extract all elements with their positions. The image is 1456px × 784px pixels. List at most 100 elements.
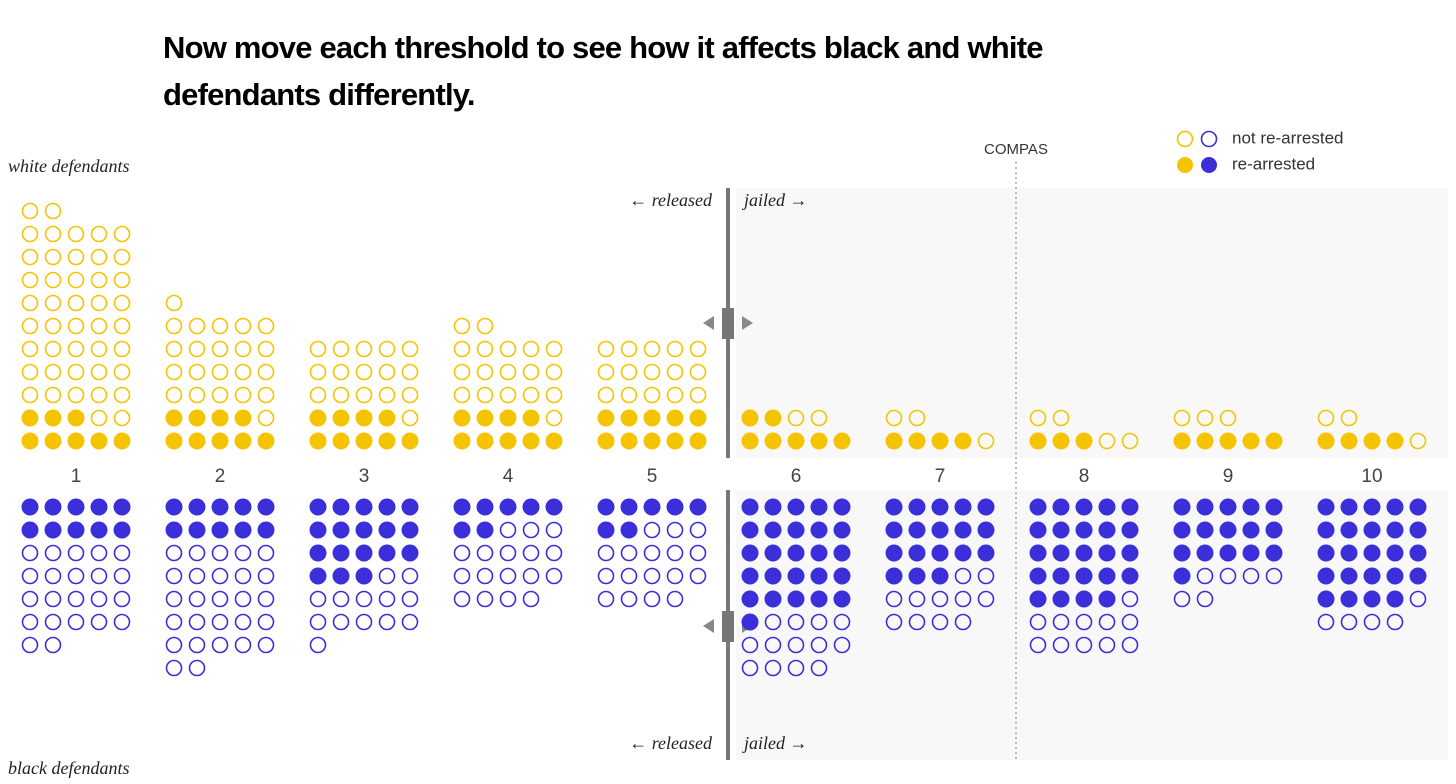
dot-rearrested	[1052, 432, 1070, 450]
dot-not-rearrested	[67, 294, 85, 312]
dot-not-rearrested	[1098, 432, 1116, 450]
dot-rearrested	[908, 544, 926, 562]
dot-rearrested	[1219, 432, 1237, 450]
dot-not-rearrested	[1029, 636, 1047, 654]
dot-rearrested	[666, 498, 684, 516]
dot-not-rearrested	[21, 271, 39, 289]
dot-rearrested	[908, 521, 926, 539]
dot-not-rearrested	[257, 340, 275, 358]
dot-rearrested	[787, 432, 805, 450]
dot-not-rearrested	[378, 613, 396, 631]
dot-rearrested	[165, 521, 183, 539]
dot-not-rearrested	[257, 409, 275, 427]
dot-not-rearrested	[1317, 613, 1335, 631]
dot-rearrested	[1075, 432, 1093, 450]
threshold-handle[interactable]	[722, 308, 734, 339]
dot-not-rearrested	[44, 202, 62, 220]
dot-rearrested	[1409, 521, 1427, 539]
released-label: ← released	[629, 733, 713, 753]
dot-not-rearrested	[787, 659, 805, 677]
legend-swatch	[1201, 157, 1217, 173]
legend-swatch	[1176, 130, 1194, 148]
dot-not-rearrested	[90, 613, 108, 631]
dot-rearrested	[954, 521, 972, 539]
dot-rearrested	[977, 544, 995, 562]
dot-rearrested	[931, 567, 949, 585]
dot-not-rearrested	[188, 567, 206, 585]
dot-rearrested	[165, 498, 183, 516]
dot-not-rearrested	[165, 363, 183, 381]
dot-rearrested	[522, 409, 540, 427]
dot-not-rearrested	[666, 521, 684, 539]
dot-rearrested	[1075, 567, 1093, 585]
dot-not-rearrested	[355, 590, 373, 608]
dot-not-rearrested	[67, 317, 85, 335]
dot-not-rearrested	[67, 613, 85, 631]
dot-not-rearrested	[689, 544, 707, 562]
dot-not-rearrested	[67, 225, 85, 243]
dot-not-rearrested	[165, 340, 183, 358]
dot-rearrested	[257, 498, 275, 516]
dot-not-rearrested	[113, 386, 131, 404]
dot-not-rearrested	[188, 386, 206, 404]
dot-not-rearrested	[597, 544, 615, 562]
dot-not-rearrested	[234, 363, 252, 381]
dot-not-rearrested	[234, 590, 252, 608]
dot-not-rearrested	[833, 636, 851, 654]
dot-not-rearrested	[188, 636, 206, 654]
dot-rearrested	[355, 521, 373, 539]
dot-rearrested	[113, 521, 131, 539]
dot-not-rearrested	[21, 294, 39, 312]
dot-rearrested	[810, 544, 828, 562]
dot-rearrested	[764, 567, 782, 585]
dot-not-rearrested	[21, 202, 39, 220]
dot-rearrested	[620, 409, 638, 427]
dot-not-rearrested	[522, 386, 540, 404]
dot-rearrested	[620, 498, 638, 516]
dot-not-rearrested	[1409, 590, 1427, 608]
dot-rearrested	[90, 521, 108, 539]
dot-not-rearrested	[188, 544, 206, 562]
dot-not-rearrested	[810, 613, 828, 631]
dot-not-rearrested	[476, 544, 494, 562]
dot-rearrested	[810, 590, 828, 608]
dot-rearrested	[1340, 432, 1358, 450]
dot-rearrested	[1029, 498, 1047, 516]
score-label: 5	[647, 466, 658, 487]
dot-not-rearrested	[977, 432, 995, 450]
dot-not-rearrested	[476, 567, 494, 585]
dot-not-rearrested	[545, 363, 563, 381]
dot-rearrested	[44, 409, 62, 427]
dot-not-rearrested	[44, 271, 62, 289]
compas-label: COMPAS	[984, 141, 1048, 158]
dot-not-rearrested	[954, 567, 972, 585]
dot-rearrested	[113, 432, 131, 450]
threshold-handle[interactable]	[722, 611, 734, 642]
dot-not-rearrested	[643, 363, 661, 381]
dot-not-rearrested	[67, 363, 85, 381]
dot-not-rearrested	[355, 386, 373, 404]
dot-rearrested	[545, 498, 563, 516]
dot-not-rearrested	[188, 590, 206, 608]
dot-not-rearrested	[620, 363, 638, 381]
dot-not-rearrested	[90, 567, 108, 585]
dot-not-rearrested	[188, 363, 206, 381]
dot-rearrested	[355, 544, 373, 562]
dot-rearrested	[309, 544, 327, 562]
dot-rearrested	[90, 498, 108, 516]
dot-rearrested	[332, 498, 350, 516]
dot-not-rearrested	[1317, 409, 1335, 427]
dot-rearrested	[1340, 544, 1358, 562]
dot-not-rearrested	[211, 363, 229, 381]
dot-not-rearrested	[597, 590, 615, 608]
dot-not-rearrested	[44, 317, 62, 335]
dot-rearrested	[309, 432, 327, 450]
dot-rearrested	[1173, 544, 1191, 562]
dot-rearrested	[257, 521, 275, 539]
dot-not-rearrested	[211, 544, 229, 562]
dot-rearrested	[885, 521, 903, 539]
dot-rearrested	[44, 498, 62, 516]
dot-not-rearrested	[741, 659, 759, 677]
dot-not-rearrested	[597, 386, 615, 404]
